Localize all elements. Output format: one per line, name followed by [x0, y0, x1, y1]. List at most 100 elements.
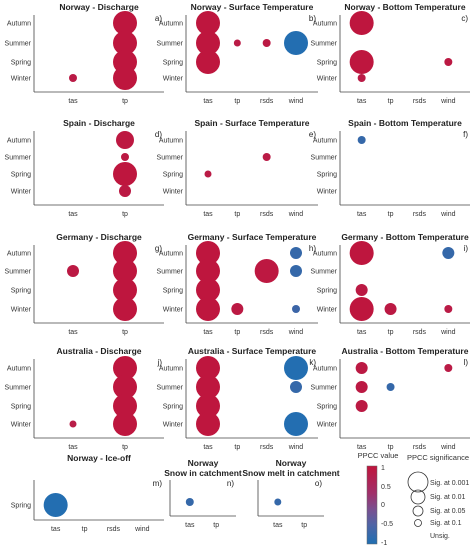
y-tick-label: Winter — [163, 76, 184, 83]
x-tick-label: rsds — [413, 98, 427, 105]
x-tick-label: rsds — [260, 98, 274, 105]
data-point — [357, 136, 366, 144]
y-tick-label: Autumn — [7, 138, 31, 145]
y-tick-label: Summer — [5, 41, 32, 48]
panel-label: c) — [461, 14, 468, 23]
data-point — [384, 303, 397, 315]
panel-label: k) — [309, 358, 316, 367]
data-point — [284, 31, 308, 55]
data-point — [119, 185, 131, 197]
y-tick-label: Autumn — [159, 366, 183, 373]
panel-title: Australia - Bottom Temperature — [342, 346, 469, 356]
data-point — [444, 364, 453, 372]
data-point — [262, 153, 271, 161]
panel-label: i) — [464, 244, 469, 253]
y-tick-label: Summer — [5, 269, 32, 276]
x-tick-label: tas — [273, 522, 283, 529]
panel: Norway - Discharge a) tas tp Autumn Summer Spr… — [5, 2, 164, 105]
data-point — [113, 375, 137, 399]
y-tick-label: Winter — [163, 422, 184, 429]
legend-circle-01 — [414, 519, 422, 527]
data-point — [355, 284, 368, 296]
data-point — [196, 297, 220, 321]
data-point — [185, 498, 194, 506]
legend-label: Unsig. — [430, 533, 450, 540]
panel-label: o) — [315, 479, 322, 488]
y-tick-label: Summer — [311, 41, 338, 48]
data-point — [196, 50, 220, 74]
panel-title: Germany - Surface Temperature — [188, 232, 317, 242]
x-tick-label: rsds — [260, 329, 274, 336]
y-tick-label: Winter — [317, 422, 338, 429]
y-tick-label: Summer — [5, 385, 32, 392]
data-point — [116, 131, 134, 149]
y-tick-label: Summer — [311, 155, 338, 162]
x-tick-label: wind — [440, 444, 456, 451]
x-tick-label: tp — [301, 522, 307, 529]
x-tick-label: wind — [288, 444, 304, 451]
panel-title: Germany - Discharge — [56, 232, 142, 242]
panel-title: Spain - Discharge — [63, 118, 135, 128]
panel: Spain - Discharge d) tas tp Autumn Summer Spri… — [5, 118, 164, 218]
panel-label: j) — [157, 358, 163, 367]
data-point — [204, 170, 212, 178]
data-point — [357, 74, 366, 82]
data-point — [274, 498, 282, 506]
x-tick-label: rsds — [413, 211, 427, 218]
x-tick-label: tas — [51, 526, 61, 533]
x-tick-label: tp — [388, 444, 394, 451]
y-tick-label: Spring — [11, 404, 31, 411]
panel-title: Snow melt in catchment — [242, 468, 339, 478]
data-point — [113, 31, 137, 55]
colorbar-gradient — [366, 465, 378, 545]
data-point — [113, 356, 137, 380]
y-tick-label: Summer — [311, 269, 338, 276]
y-tick-label: Spring — [11, 288, 31, 295]
x-tick-label: tas — [68, 444, 78, 451]
data-point — [349, 11, 374, 35]
legend-label: Sig. at 0.05 — [430, 508, 466, 515]
x-tick-label: tp — [122, 98, 128, 105]
x-tick-label: wind — [440, 329, 456, 336]
x-tick-label: tp — [234, 98, 240, 105]
y-tick-label: Summer — [157, 41, 184, 48]
panel: Germany - Bottom Temperature i) tas tp rsds w… — [311, 232, 470, 336]
x-tick-label: tp — [388, 98, 394, 105]
panel-title: Snow in catchment — [164, 468, 242, 478]
x-tick-label: tas — [203, 329, 213, 336]
data-point — [355, 381, 368, 393]
panel-title: Norway — [188, 458, 219, 468]
data-point — [262, 39, 271, 47]
data-point — [43, 493, 68, 517]
y-tick-label: Spring — [317, 60, 337, 67]
y-tick-label: Spring — [163, 172, 183, 179]
panel-title: Germany - Bottom Temperature — [341, 232, 469, 242]
colorbar-tick: 1 — [381, 465, 385, 472]
panel-title: Norway - Surface Temperature — [191, 2, 314, 12]
x-tick-label: wind — [440, 211, 456, 218]
panel-label: g) — [155, 244, 162, 253]
panel-label: e) — [309, 130, 316, 139]
x-tick-label: tp — [388, 329, 394, 336]
legend-label: Sig. at 0.001 — [430, 480, 469, 487]
data-point — [290, 381, 302, 393]
y-tick-label: Summer — [5, 155, 32, 162]
panel: Germany - Surface Temperature h) tas tp rsds… — [157, 232, 318, 336]
x-tick-label: tas — [357, 211, 367, 218]
panel-title: Norway - Bottom Temperature — [344, 2, 465, 12]
x-tick-label: tas — [203, 98, 213, 105]
x-tick-label: wind — [134, 526, 150, 533]
panel-label: m) — [153, 479, 163, 488]
data-point — [292, 305, 300, 313]
x-tick-label: wind — [440, 98, 456, 105]
x-tick-label: wind — [288, 329, 304, 336]
data-point — [113, 11, 137, 35]
x-tick-label: tp — [213, 522, 219, 529]
data-point — [113, 241, 137, 265]
colorbar-tick: 0 — [381, 502, 385, 509]
y-tick-label: Winter — [163, 189, 184, 196]
panel-label: l) — [464, 358, 469, 367]
x-tick-label: tas — [357, 444, 367, 451]
